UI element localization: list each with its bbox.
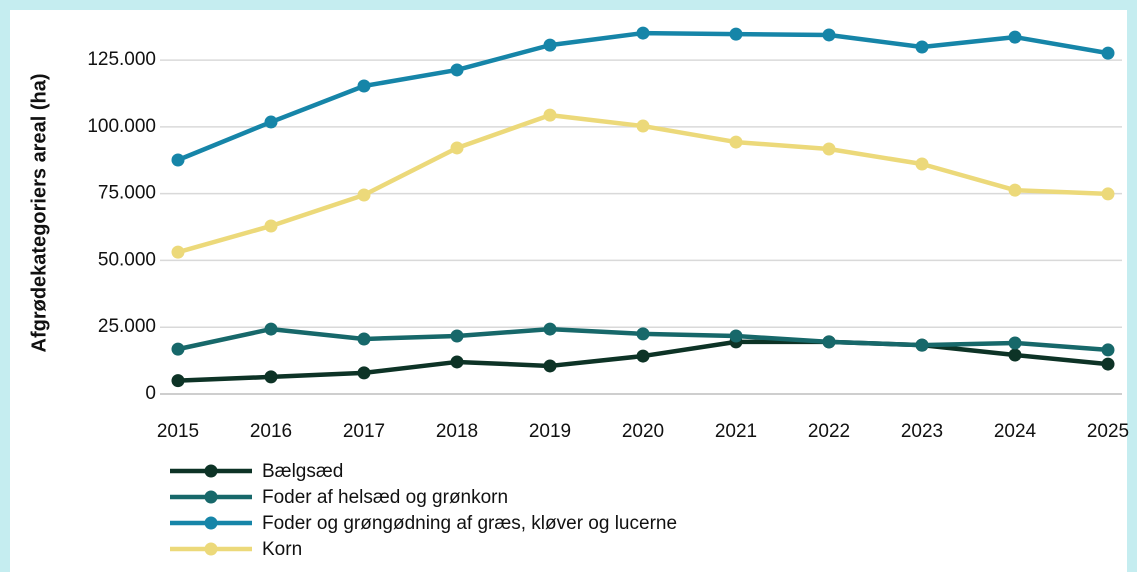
legend-dot <box>204 516 218 530</box>
data-point <box>1101 46 1115 60</box>
data-point <box>1008 30 1022 44</box>
data-point <box>264 370 278 384</box>
data-point <box>357 332 371 346</box>
data-point <box>636 349 650 363</box>
data-point <box>729 135 743 149</box>
data-point <box>1008 336 1022 350</box>
data-point <box>171 153 185 167</box>
x-tick-label: 2021 <box>715 421 757 442</box>
legend-label: Bælgsæd <box>262 461 343 482</box>
x-tick-label: 2017 <box>343 421 385 442</box>
x-tick-label: 2018 <box>436 421 478 442</box>
data-point <box>543 108 557 122</box>
x-tick-label: 2020 <box>622 421 664 442</box>
data-point <box>357 366 371 380</box>
data-point <box>357 79 371 93</box>
data-point <box>636 327 650 341</box>
x-tick-label: 2019 <box>529 421 571 442</box>
panel <box>10 10 1127 572</box>
data-point <box>729 27 743 41</box>
y-tick-label: 100.000 <box>87 116 156 137</box>
data-point <box>543 359 557 373</box>
data-point <box>1101 187 1115 201</box>
data-point <box>171 245 185 259</box>
data-point <box>264 115 278 129</box>
x-tick-label: 2023 <box>901 421 943 442</box>
data-point <box>264 322 278 336</box>
x-tick-label: 2024 <box>994 421 1037 442</box>
data-point <box>450 329 464 343</box>
data-point <box>1008 183 1022 197</box>
data-point <box>1101 357 1115 371</box>
x-tick-label: 2025 <box>1087 421 1129 442</box>
legend-label: Korn <box>262 539 302 560</box>
y-axis-label: Afgrødekategoriers areal (ha) <box>28 74 50 353</box>
legend-label: Foder af helsæd og grønkorn <box>262 487 508 508</box>
data-point <box>915 40 929 54</box>
data-point <box>171 374 185 388</box>
y-tick-label: 25.000 <box>98 316 156 337</box>
legend-dot <box>204 464 218 478</box>
y-tick-label: 50.000 <box>98 249 156 270</box>
legend-dot <box>204 542 218 556</box>
data-point <box>822 28 836 42</box>
data-point <box>543 38 557 52</box>
data-point <box>915 157 929 171</box>
data-point <box>171 342 185 356</box>
data-point <box>915 338 929 352</box>
data-point <box>636 26 650 40</box>
y-tick-label: 125.000 <box>87 49 156 70</box>
x-tick-label: 2016 <box>250 421 292 442</box>
data-point <box>450 355 464 369</box>
data-point <box>1008 348 1022 362</box>
data-point <box>264 219 278 233</box>
x-tick-label: 2015 <box>157 421 199 442</box>
y-tick-label: 0 <box>145 383 156 404</box>
data-point <box>450 141 464 155</box>
data-point <box>822 142 836 156</box>
legend-label: Foder og grøngødning af græs, kløver og … <box>262 513 677 534</box>
x-tick-label: 2022 <box>808 421 850 442</box>
data-point <box>450 63 464 77</box>
data-point <box>543 322 557 336</box>
data-point <box>357 188 371 202</box>
data-point <box>1101 343 1115 357</box>
data-point <box>729 329 743 343</box>
y-tick-label: 75.000 <box>98 183 156 204</box>
data-point <box>636 119 650 133</box>
data-point <box>822 335 836 349</box>
legend-dot <box>204 490 218 504</box>
